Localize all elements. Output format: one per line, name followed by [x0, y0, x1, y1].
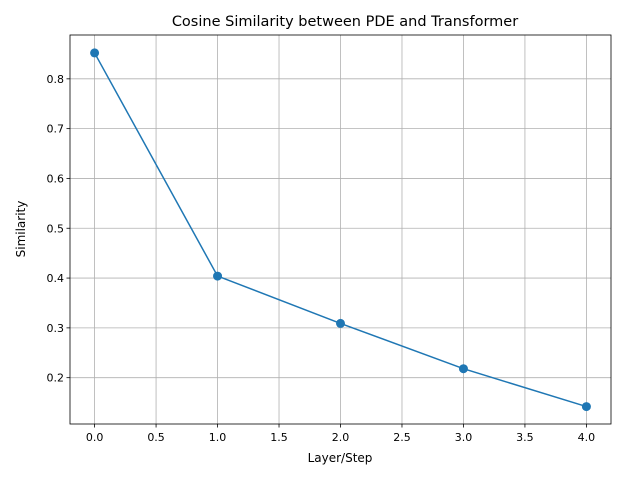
- data-point: [336, 318, 345, 328]
- data-point: [90, 48, 100, 58]
- data-point: [213, 271, 223, 281]
- grid: [70, 35, 611, 424]
- series-layer: [90, 48, 591, 412]
- y-axis-label: Similarity: [14, 201, 28, 258]
- y-tick-label: 0.2: [47, 372, 65, 385]
- data-point: [581, 402, 591, 412]
- y-tick-label: 0.3: [47, 322, 65, 335]
- y-tick-label: 0.8: [47, 73, 65, 86]
- ticks: 0.0 0.5 1.0 1.5 2.0 2.5 3.0 3.5 4.0 0.2 0.3 0.4 0.5 0…: [47, 73, 596, 444]
- x-tick-label: 4.0: [578, 431, 596, 444]
- y-tick-label: 0.6: [47, 172, 65, 185]
- x-axis-label: Layer/Step: [308, 451, 373, 465]
- x-tick-label: 3.5: [516, 431, 534, 444]
- y-tick-label: 0.4: [47, 272, 65, 285]
- x-tick-label: 2.5: [393, 431, 411, 444]
- x-tick-label: 0.5: [147, 431, 165, 444]
- data-point: [458, 364, 468, 374]
- x-tick-label: 2.0: [332, 431, 350, 444]
- chart-title: Cosine Similarity between PDE and Transf…: [172, 14, 518, 30]
- x-tick-label: 1.0: [209, 431, 227, 444]
- x-tick-label: 3.0: [455, 431, 473, 444]
- x-tick-label: 0.0: [86, 431, 104, 444]
- y-tick-label: 0.5: [47, 222, 65, 235]
- x-tick-label: 1.5: [270, 431, 288, 444]
- y-tick-label: 0.7: [47, 123, 65, 136]
